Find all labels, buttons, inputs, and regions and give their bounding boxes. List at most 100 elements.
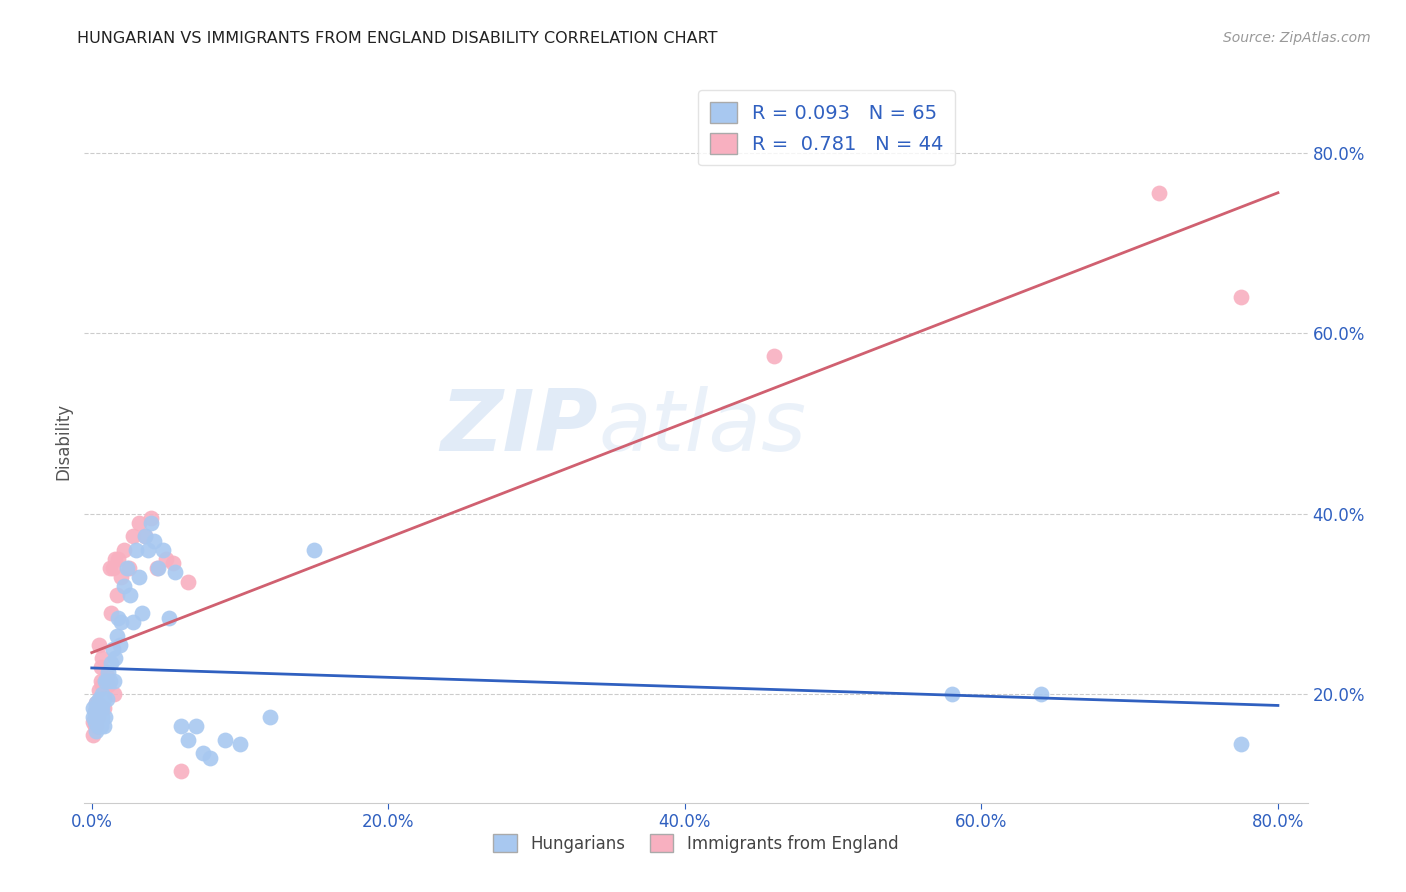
Point (86, 710, 108, 724)
Point (259, 710, 281, 724)
Point (82, 714, 104, 729)
Point (1230, 290, 1253, 304)
Point (86, 710, 108, 724)
Point (82, 701, 104, 715)
Point (163, 566, 186, 580)
Point (104, 651, 127, 665)
Point (131, 606, 153, 620)
Point (90, 719, 112, 733)
Point (152, 542, 174, 557)
Point (100, 656, 122, 670)
Point (86, 719, 108, 733)
Point (83, 719, 105, 733)
Point (91, 678, 114, 692)
Point (155, 552, 177, 566)
Point (93, 701, 115, 715)
Point (148, 561, 170, 575)
Point (93, 719, 115, 733)
Point (117, 561, 139, 575)
Point (157, 610, 180, 624)
Point (89, 692, 111, 706)
Point (120, 588, 142, 602)
Point (136, 542, 159, 557)
Point (89, 710, 111, 724)
Y-axis label: Disability: Disability (55, 403, 73, 480)
Point (110, 570, 132, 584)
Point (134, 529, 156, 543)
Point (90, 660, 112, 674)
Point (83, 710, 105, 724)
Point (103, 687, 125, 701)
Point (90, 701, 112, 715)
Text: HUNGARIAN VS IMMIGRANTS FROM ENGLAND DISABILITY CORRELATION CHART: HUNGARIAN VS IMMIGRANTS FROM ENGLAND DIS… (77, 31, 718, 46)
Point (83, 714, 105, 729)
Point (84, 697, 107, 711)
Point (93, 692, 115, 706)
Point (1230, 737, 1253, 751)
Point (90, 673, 112, 688)
Point (84, 697, 107, 711)
Point (98, 673, 121, 688)
Point (170, 719, 193, 733)
Point (97, 678, 120, 692)
Point (105, 588, 128, 602)
Point (941, 687, 963, 701)
Point (128, 516, 150, 530)
Point (91, 710, 114, 724)
Point (100, 606, 122, 620)
Point (84, 723, 107, 738)
Point (200, 750, 222, 764)
Point (107, 552, 129, 566)
Point (118, 561, 141, 575)
Point (105, 629, 128, 643)
Point (91, 651, 114, 665)
Point (82, 710, 104, 724)
Point (107, 610, 129, 624)
Point (112, 579, 135, 593)
Point (103, 673, 125, 688)
Point (96, 669, 118, 683)
Point (96, 692, 118, 706)
Point (110, 615, 132, 630)
Legend: Hungarians, Immigrants from England: Hungarians, Immigrants from England (486, 828, 905, 860)
Point (139, 511, 162, 525)
Point (97, 665, 120, 679)
Point (177, 574, 200, 589)
Point (84, 706, 107, 720)
Point (214, 732, 236, 747)
Point (122, 529, 145, 543)
Point (184, 719, 207, 733)
Point (108, 638, 131, 652)
Point (139, 516, 162, 530)
Point (96, 673, 118, 688)
Point (1029, 687, 1052, 701)
Point (94, 710, 117, 724)
Point (94, 673, 117, 688)
Text: Source: ZipAtlas.com: Source: ZipAtlas.com (1223, 31, 1371, 45)
Point (302, 542, 325, 557)
Point (101, 561, 124, 575)
Point (84, 701, 107, 715)
Point (1149, 186, 1171, 201)
Point (86, 701, 108, 715)
Text: atlas: atlas (598, 385, 806, 468)
Point (229, 737, 252, 751)
Point (91, 701, 114, 715)
Point (112, 542, 135, 557)
Point (90, 701, 112, 715)
Point (146, 561, 169, 575)
Text: ZIP: ZIP (440, 385, 598, 468)
Point (83, 706, 105, 720)
Point (84, 710, 107, 724)
Point (170, 764, 193, 779)
Point (83, 706, 105, 720)
Point (89, 638, 111, 652)
Point (104, 552, 127, 566)
Point (101, 642, 124, 657)
Point (89, 701, 111, 715)
Point (84, 719, 107, 733)
Point (98, 561, 121, 575)
Point (86, 697, 108, 711)
Point (134, 529, 156, 543)
Point (89, 682, 111, 697)
